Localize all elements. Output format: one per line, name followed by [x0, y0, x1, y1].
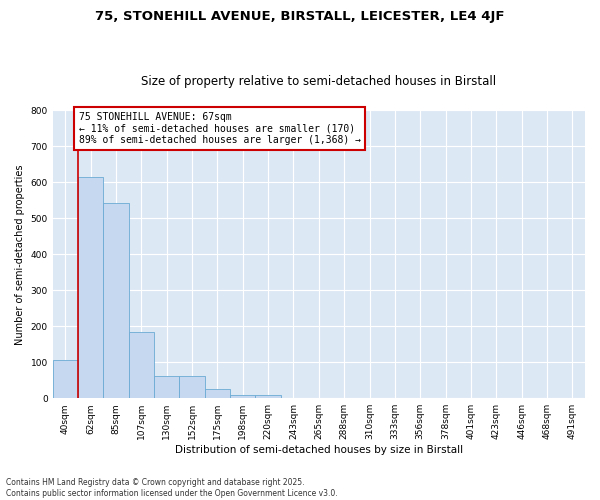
Bar [78, 178, 103, 398]
Bar [129, 332, 154, 398]
Bar [154, 376, 179, 398]
Bar [205, 389, 230, 398]
Text: Contains HM Land Registry data © Crown copyright and database right 2025.
Contai: Contains HM Land Registry data © Crown c… [6, 478, 338, 498]
Text: 75 STONEHILL AVENUE: 67sqm
← 11% of semi-detached houses are smaller (170)
89% o: 75 STONEHILL AVENUE: 67sqm ← 11% of semi… [79, 112, 361, 146]
Title: Size of property relative to semi-detached houses in Birstall: Size of property relative to semi-detach… [141, 76, 496, 88]
X-axis label: Distribution of semi-detached houses by size in Birstall: Distribution of semi-detached houses by … [175, 445, 463, 455]
Bar [256, 396, 281, 398]
Text: 75, STONEHILL AVENUE, BIRSTALL, LEICESTER, LE4 4JF: 75, STONEHILL AVENUE, BIRSTALL, LEICESTE… [95, 10, 505, 23]
Bar [103, 203, 129, 398]
Bar [179, 376, 205, 398]
Bar [230, 394, 256, 398]
Y-axis label: Number of semi-detached properties: Number of semi-detached properties [15, 164, 25, 344]
Bar [53, 360, 78, 398]
